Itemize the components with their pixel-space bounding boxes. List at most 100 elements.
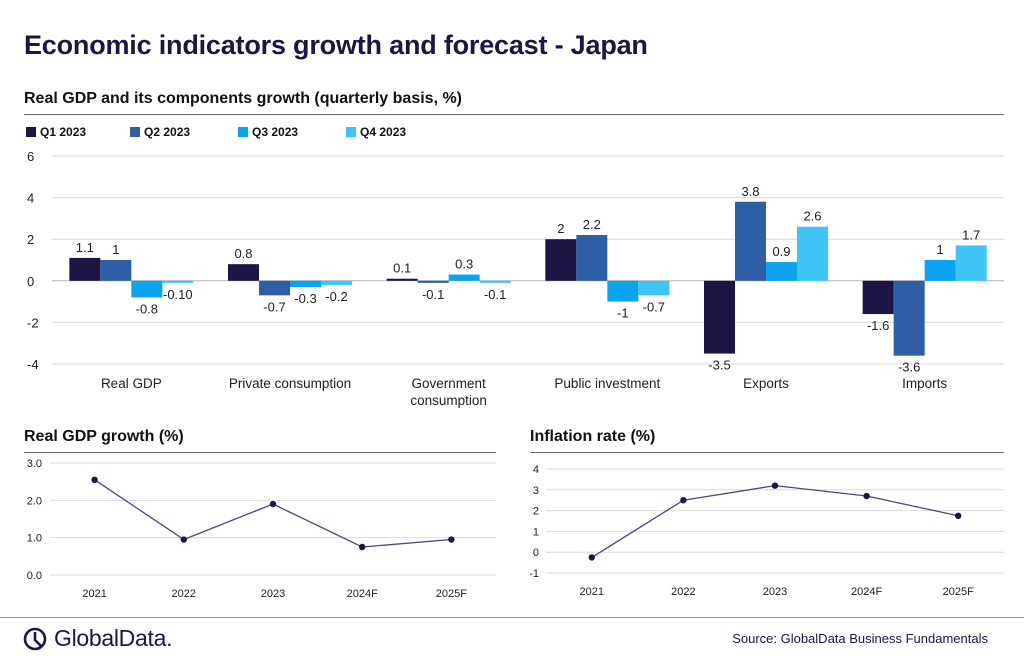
bar [448, 274, 480, 281]
legend-swatch [130, 127, 140, 137]
logo-text: GlobalData. [54, 625, 173, 651]
category-label: Real GDP [101, 376, 162, 391]
x-tick-label: 2023 [261, 588, 285, 600]
footer-divider [0, 617, 1024, 618]
gdp-line-chart: 0.0 1.0 2.0 3.0 2021 2022 2023 2024F 2025F [27, 458, 496, 600]
y-tick-label: 0 [533, 547, 539, 559]
source-note: Source: GlobalData Business Fundamentals [732, 631, 988, 646]
bar [704, 280, 735, 354]
bar [797, 226, 828, 281]
globaldata-logo-icon [23, 627, 47, 650]
y-tick-label: 1.0 [27, 533, 42, 545]
bar-grid: -4 -2 0 2 4 6 [27, 149, 1004, 372]
bar [735, 201, 766, 281]
bar [228, 264, 259, 281]
inflation-line-chart: -1 0 1 2 3 4 2021 2022 2023 2024F 2025F [530, 464, 1004, 598]
data-label: -0.3 [294, 291, 316, 306]
bar-legend: Q1 2023 Q2 2023 Q3 2023 Q4 2023 [26, 125, 406, 139]
y-tick-label: -1 [530, 568, 539, 580]
data-label: 2.2 [583, 217, 601, 232]
y-tick-label: 4 [533, 464, 539, 476]
data-label: 0.1 [393, 261, 411, 276]
data-label: 2 [557, 221, 564, 236]
gdp-chart-title-rule [24, 452, 496, 453]
bar [100, 260, 132, 281]
bar [893, 280, 925, 356]
data-label: -0.7 [643, 299, 665, 314]
data-point [269, 500, 277, 508]
x-tick-label: 2021 [580, 586, 604, 598]
data-point [359, 543, 366, 551]
y-tick-label: 3.0 [27, 458, 42, 470]
bar [924, 260, 956, 281]
bar-chart-title-rule [24, 114, 1004, 115]
bar [607, 280, 639, 302]
x-tick-label: 2021 [82, 588, 106, 600]
globaldata-logo: GlobalData. [22, 625, 172, 652]
data-point [180, 536, 187, 543]
data-label: -0.2 [325, 289, 347, 304]
y-tick-label: 0 [27, 274, 34, 289]
bar [321, 280, 352, 285]
data-label: 0.9 [772, 244, 790, 259]
data-point [680, 497, 687, 504]
bar [479, 280, 511, 283]
y-tick-label: 2 [533, 506, 539, 518]
data-label: 1 [937, 242, 944, 257]
y-tick-label: 0.0 [27, 570, 42, 582]
inflation-chart-title-rule [530, 452, 1004, 453]
bar [131, 280, 163, 298]
data-label: 0.8 [234, 246, 252, 261]
legend-swatch [238, 127, 248, 137]
category-label: Private consumption [229, 376, 351, 391]
x-tick-label: 2022 [671, 586, 695, 598]
data-label: -1 [617, 306, 629, 321]
data-point [955, 512, 962, 519]
data-label: 1.1 [76, 240, 94, 255]
bar [69, 257, 101, 281]
bar [638, 280, 670, 296]
data-label: 3.8 [741, 184, 759, 199]
data-label: 2.6 [803, 209, 821, 224]
y-tick-label: 6 [27, 149, 34, 164]
category-label: Government consumption [410, 376, 487, 408]
y-tick-label: 4 [27, 191, 34, 206]
bar [259, 280, 290, 296]
legend-item-3: Q3 2023 [238, 125, 298, 139]
x-tick-label: 2024F [851, 586, 882, 598]
bar [290, 280, 321, 288]
data-label: -0.8 [136, 301, 158, 316]
category-label: Exports [743, 376, 789, 391]
legend-item-2: Q2 2023 [130, 125, 190, 139]
data-label: -0.10 [163, 287, 193, 302]
x-tick-label: 2022 [172, 588, 196, 600]
page-title: Economic indicators growth and forecast … [24, 30, 648, 60]
legend-label: Q2 2023 [144, 125, 190, 139]
bar [766, 262, 797, 281]
data-point [863, 492, 870, 500]
x-tick-label: 2023 [763, 586, 787, 598]
y-tick-label: 3 [533, 485, 539, 497]
y-tick-label: 2.0 [27, 495, 42, 507]
x-tick-label: 2025F [943, 586, 974, 598]
bar [545, 239, 577, 281]
bar [955, 245, 987, 281]
bar-labels: 1.1 1 -0.8 -0.10 Real GDP 0.8 -0.7 -0.3 -0.2 Priv… [76, 184, 980, 408]
legend-label: Q4 2023 [360, 125, 406, 139]
legend-label: Q3 2023 [252, 125, 298, 139]
gdp-chart-title: Real GDP growth (%) [24, 428, 184, 445]
y-tick-label: -4 [27, 357, 39, 372]
bar [386, 278, 418, 281]
data-label: 0.3 [455, 257, 473, 272]
y-tick-label: 2 [27, 232, 34, 247]
category-label: Imports [902, 376, 947, 391]
legend-swatch [26, 127, 36, 137]
data-point [91, 476, 98, 483]
bar [162, 280, 194, 283]
inflation-chart-title: Inflation rate (%) [530, 428, 656, 445]
data-label: -3.6 [898, 360, 920, 375]
category-label: Public investment [554, 376, 660, 391]
data-label: 1 [112, 242, 119, 257]
bar [576, 235, 608, 281]
data-label: -3.5 [708, 358, 730, 373]
